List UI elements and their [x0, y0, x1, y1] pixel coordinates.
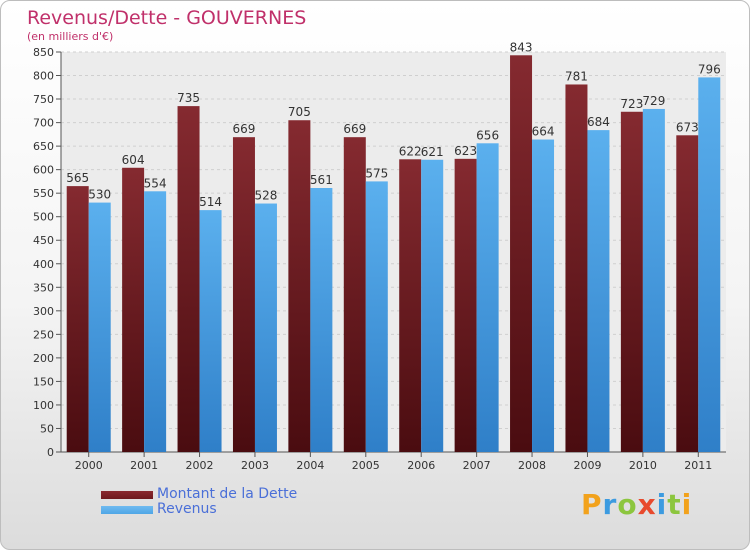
legend-swatch-dette: [101, 491, 153, 499]
bar-revenus: [698, 77, 721, 452]
y-tick-label: 350: [33, 281, 54, 294]
data-label: 554: [144, 176, 167, 190]
plot-area: [61, 52, 726, 452]
bar-revenus: [587, 130, 610, 452]
y-tick-label: 50: [40, 422, 54, 435]
y-tick-label: 400: [33, 258, 54, 271]
x-tick-label: 2011: [684, 459, 712, 472]
data-label: 669: [233, 122, 256, 136]
y-tick-label: 150: [33, 375, 54, 388]
data-label: 528: [255, 189, 278, 203]
y-tick-label: 700: [33, 117, 54, 130]
x-tick-label: 2009: [573, 459, 601, 472]
legend-label-dette: Montant de la Dette: [157, 486, 298, 502]
data-label: 514: [199, 195, 222, 209]
bar-dette: [510, 55, 533, 452]
data-label: 673: [676, 120, 699, 134]
y-tick-label: 800: [33, 70, 54, 83]
y-tick-label: 300: [33, 305, 54, 318]
data-label: 530: [88, 188, 111, 202]
chart-subtitle: (en milliers d'€): [27, 30, 114, 43]
bar-revenus: [144, 191, 167, 452]
bar-revenus: [476, 143, 499, 452]
data-label: 561: [310, 173, 333, 187]
data-label: 843: [510, 40, 533, 54]
x-tick-label: 2003: [241, 459, 269, 472]
x-tick-label: 2005: [352, 459, 380, 472]
y-tick-label: 200: [33, 352, 54, 365]
proxiti-logo: Proxiti: [581, 488, 693, 521]
y-tick-label: 250: [33, 328, 54, 341]
bar-dette: [454, 158, 477, 452]
bar-revenus: [310, 188, 333, 452]
bar-dette: [676, 135, 699, 452]
bar-revenus: [532, 139, 555, 452]
bar-revenus: [254, 203, 277, 452]
bar-revenus: [199, 210, 222, 452]
y-tick-label: 500: [33, 211, 54, 224]
bar-revenus: [365, 181, 388, 453]
legend-label-revenus: Revenus: [157, 501, 217, 517]
data-label: 604: [122, 153, 145, 167]
bar-revenus: [421, 159, 444, 452]
x-tick-label: 2007: [463, 459, 491, 472]
data-label: 781: [565, 69, 588, 83]
data-label: 705: [288, 105, 311, 119]
chart-title: Revenus/Dette - GOUVERNES: [27, 7, 307, 29]
bar-dette: [66, 186, 89, 452]
y-tick-label: 0: [47, 446, 54, 459]
legend-swatch-revenus: [101, 506, 153, 514]
data-label: 664: [532, 125, 555, 139]
data-label: 729: [642, 94, 665, 108]
data-label: 623: [454, 144, 477, 158]
y-tick-label: 850: [33, 46, 54, 59]
data-label: 684: [587, 115, 610, 129]
bar-dette: [620, 111, 643, 452]
data-label: 622: [399, 144, 422, 158]
data-label: 669: [343, 122, 366, 136]
y-tick-label: 650: [33, 140, 54, 153]
data-label: 656: [476, 128, 499, 142]
bar-dette: [177, 106, 200, 452]
data-label: 565: [66, 171, 89, 185]
bar-dette: [122, 167, 145, 452]
x-tick-label: 2000: [75, 459, 103, 472]
x-tick-label: 2001: [130, 459, 158, 472]
bar-dette: [399, 159, 422, 452]
bar-dette: [343, 137, 366, 453]
y-tick-label: 450: [33, 234, 54, 247]
y-tick-label: 550: [33, 187, 54, 200]
x-tick-label: 2004: [296, 459, 324, 472]
bar-dette: [288, 120, 311, 452]
x-tick-label: 2006: [407, 459, 435, 472]
x-tick-label: 2010: [629, 459, 657, 472]
y-tick-label: 100: [33, 399, 54, 412]
data-label: 723: [620, 97, 643, 111]
x-tick-label: 2008: [518, 459, 546, 472]
data-label: 575: [365, 166, 388, 180]
bar-dette: [565, 84, 588, 453]
y-tick-label: 600: [33, 164, 54, 177]
data-label: 621: [421, 145, 444, 159]
bar-revenus: [88, 202, 111, 452]
x-tick-label: 2002: [186, 459, 214, 472]
bar-dette: [232, 137, 255, 453]
data-label: 796: [698, 62, 721, 76]
bar-revenus: [642, 108, 665, 453]
data-label: 735: [177, 91, 200, 105]
y-tick-label: 750: [33, 93, 54, 106]
